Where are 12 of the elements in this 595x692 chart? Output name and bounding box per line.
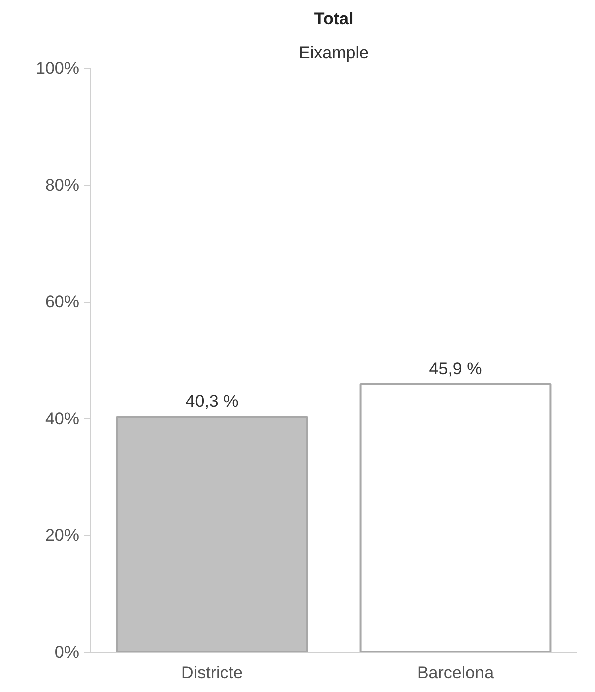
data-label: 45,9 % bbox=[429, 359, 482, 378]
y-tick-label: 60% bbox=[45, 292, 80, 312]
y-tick-label: 40% bbox=[45, 409, 80, 428]
y-tick-label: 100% bbox=[36, 59, 80, 78]
y-tick-label: 0% bbox=[54, 643, 80, 662]
chart-title: Total bbox=[314, 10, 354, 28]
data-label: 40,3 % bbox=[186, 392, 239, 412]
chart-subtitle: Eixample bbox=[299, 44, 369, 62]
y-tick-label: 80% bbox=[45, 176, 80, 195]
x-tick-label: Districte bbox=[182, 664, 243, 682]
y-tick-label: 20% bbox=[45, 526, 80, 546]
x-tick-label: Barcelona bbox=[417, 664, 495, 682]
